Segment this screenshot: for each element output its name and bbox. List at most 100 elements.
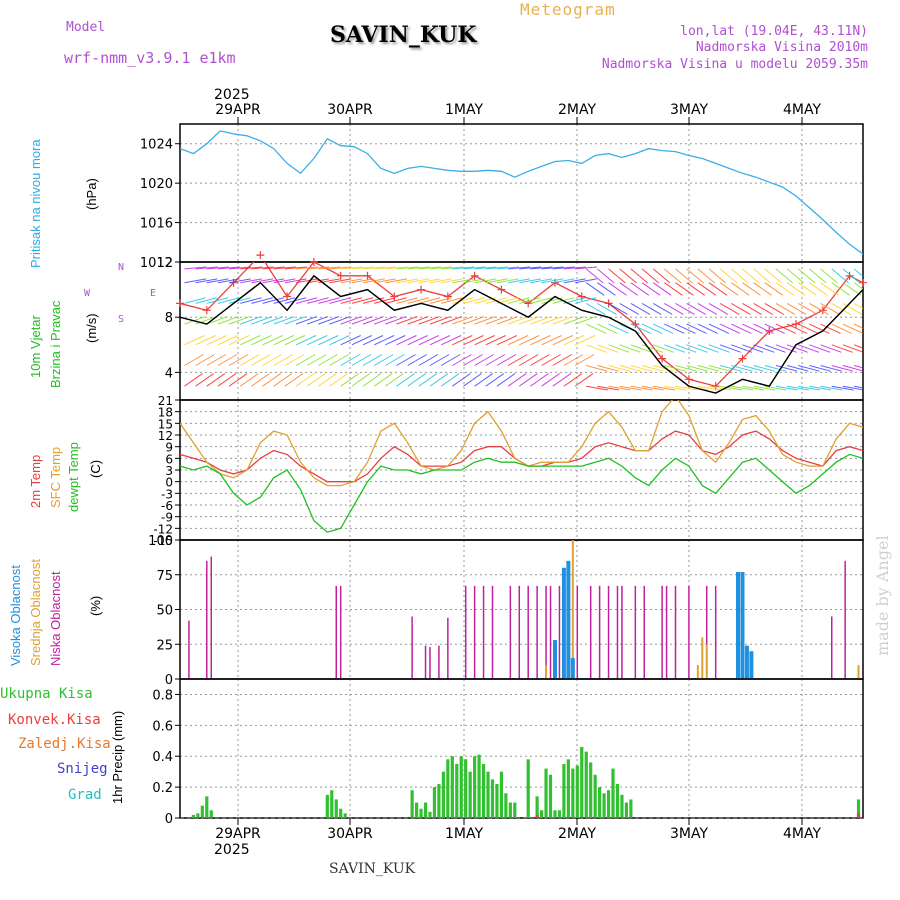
wind-arrow (641, 344, 663, 353)
wind-arrow (195, 278, 218, 284)
wind-arrow (675, 268, 693, 284)
wind-arrow (284, 354, 305, 366)
wind-arrow (697, 365, 720, 372)
wind-arrow (340, 335, 361, 346)
wind-arrow (675, 282, 694, 296)
wind-arrow (742, 385, 765, 391)
bar-ukupna-kisa (526, 759, 530, 818)
bar-ukupna-kisa (548, 774, 553, 818)
wind-arrow (641, 385, 664, 391)
bar-ukupna-kisa (615, 784, 620, 818)
wind-arrow (329, 266, 352, 270)
wind-arrow (742, 268, 760, 284)
bottom-day-label: 4MAY (783, 826, 821, 842)
wind-arrow (240, 297, 262, 304)
wind-arrow (217, 335, 239, 346)
wind-arrow (519, 354, 539, 366)
bar-niska-oblacnost (706, 585, 708, 679)
wind-arrow (184, 266, 207, 270)
y-tick-label: 0 (165, 476, 173, 490)
wind-arrow (775, 323, 797, 334)
wind-arrow (284, 316, 306, 325)
bar-ukupna-kisa (620, 794, 624, 818)
y-tick-label: 1024 (140, 138, 173, 153)
wind-arrow (764, 282, 784, 296)
wind-arrow (396, 354, 416, 366)
wind-arrow (552, 373, 572, 387)
wind-arrow (552, 316, 574, 325)
bottom-day-label: 3MAY (670, 826, 708, 842)
wind-arrow (206, 373, 226, 387)
top-day-label: 3MAY (670, 102, 708, 118)
wind-arrow (719, 323, 741, 334)
bar-ukupna-kisa (598, 787, 602, 818)
wind-arrow (786, 268, 805, 284)
lonlat: lon,lat (19.04E, 43.11N) (680, 24, 868, 39)
wind-arrow (452, 316, 474, 325)
wind-arrow (518, 373, 538, 387)
wind-arrow (262, 297, 284, 304)
wind-arrow (474, 266, 497, 270)
wind-arrow (362, 278, 385, 284)
wind-arrow (764, 268, 782, 284)
bar-ukupna-kisa (419, 808, 423, 818)
wind-arrow (251, 316, 273, 325)
pressure-panel: 1024 1020 1016 1012 (140, 123, 864, 271)
wind-arrow (340, 316, 362, 325)
wind-compass-s: S (118, 314, 125, 325)
y-tick-label: -6 (161, 499, 173, 513)
wind-arrow (541, 335, 562, 346)
model-name: wrf-nmm_v3.9.1 e1km (64, 49, 236, 67)
y-tick-label: 4 (165, 366, 173, 381)
wind-arrow (262, 373, 281, 387)
y-tick-label: 25 (156, 638, 173, 653)
wind-arrow (441, 278, 463, 284)
wind-arrow (619, 282, 639, 296)
wind-arrow (820, 302, 840, 315)
wind-arrow (228, 335, 250, 346)
bar-ukupna-kisa (580, 746, 584, 818)
wind-arrow (463, 373, 482, 387)
bar-niska-oblacnost (335, 585, 337, 679)
y-tick-label: 21 (158, 394, 173, 408)
bar-niska-oblacnost (643, 585, 646, 679)
y-tick-label: -9 (161, 511, 173, 525)
wind-arrow (820, 344, 842, 353)
wind-arrow (608, 385, 631, 391)
wind-arrow (362, 373, 382, 387)
wind-arrow (362, 335, 384, 346)
wind-arrow (608, 365, 630, 372)
wind-arrow (295, 316, 317, 325)
wind-arrow (853, 323, 863, 329)
wind-arrow (373, 354, 394, 366)
bar-niska-oblacnost (665, 585, 668, 679)
wind-arrow (251, 278, 274, 284)
bar-niska-oblacnost (688, 585, 690, 679)
wind-arrow (831, 302, 852, 315)
wind-arrow (641, 323, 663, 334)
wind-arrow (217, 266, 240, 270)
wind-arrow (373, 335, 395, 346)
wind-arrow (429, 335, 451, 346)
wind-arrow (675, 302, 695, 315)
wind-arrow (842, 365, 863, 372)
wind-arrow (507, 316, 529, 325)
wind-arrow (586, 323, 607, 334)
wind-arrow (429, 278, 452, 284)
wind-arrow (463, 316, 485, 325)
bar-ukupna-kisa (464, 759, 468, 818)
bar-ukupna-kisa (544, 768, 548, 818)
legend-total-rain: Ukupna Kisa (0, 686, 93, 702)
wind-arrow (240, 316, 262, 325)
wind-arrow (273, 297, 296, 304)
station-title: SAVIN_KUK (330, 22, 477, 48)
wind-arrow (474, 335, 495, 346)
wind-panel: 12 8 4 (156, 251, 867, 401)
wind-arrow (563, 316, 585, 325)
bar-niska-oblacnost (549, 585, 552, 679)
wind-arrow (429, 373, 449, 387)
bar-niska-oblacnost (509, 585, 512, 679)
y-tick-label: 0 (165, 673, 173, 688)
wind-arrow (206, 316, 228, 325)
